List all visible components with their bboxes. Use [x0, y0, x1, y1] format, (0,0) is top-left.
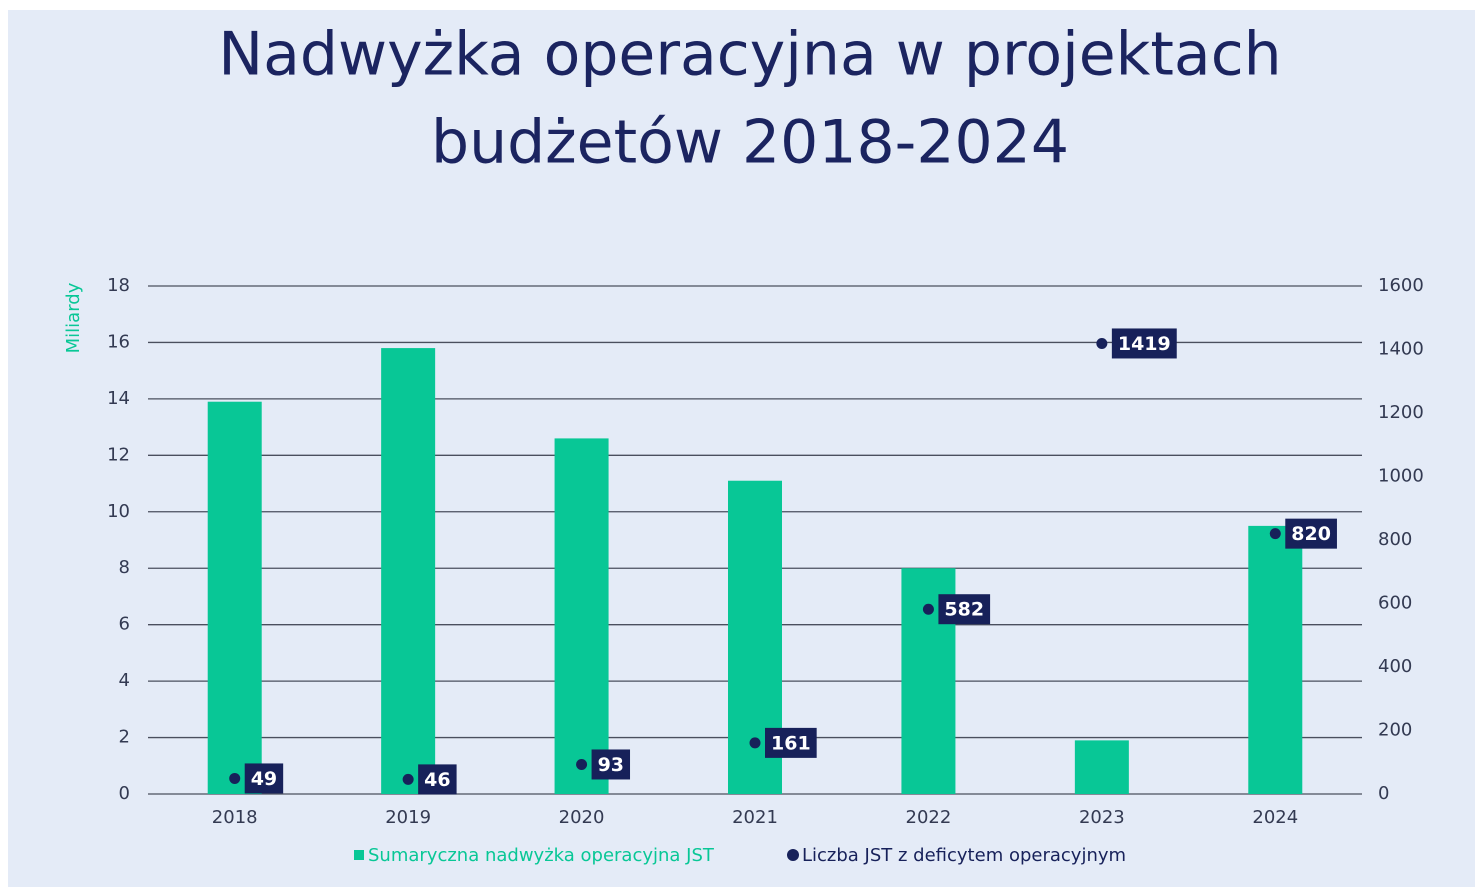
x-tick-label: 2022 — [906, 807, 952, 828]
y-tick-label: 14 — [107, 388, 130, 409]
y2-tick-label: 1600 — [1378, 275, 1424, 296]
y-tick-label: 16 — [107, 331, 130, 352]
data-label: 582 — [944, 599, 984, 621]
y2-tick-label: 1200 — [1378, 402, 1424, 423]
x-tick-label: 2021 — [732, 807, 778, 828]
bar — [1248, 525, 1303, 794]
data-label: 46 — [424, 769, 450, 791]
y2-tick-label: 600 — [1378, 593, 1412, 614]
data-label: 49 — [251, 768, 277, 790]
x-tick-label: 2018 — [212, 807, 258, 828]
y-tick-label: 6 — [119, 614, 130, 635]
data-label: 161 — [771, 732, 811, 754]
point — [576, 758, 588, 770]
data-label-bg — [938, 594, 991, 625]
chart-title: Nadwyżka operacyjna w projektach — [218, 20, 1281, 90]
point — [402, 773, 414, 785]
y-tick-label: 10 — [107, 501, 130, 522]
x-tick-label: 2019 — [385, 807, 431, 828]
y-tick-label: 12 — [107, 444, 130, 465]
data-label-bg — [765, 727, 817, 758]
y-tick-label: 18 — [107, 275, 130, 296]
bar — [1074, 740, 1129, 794]
bar — [207, 401, 262, 794]
data-label-bg — [1111, 328, 1177, 359]
x-tick-label: 2024 — [1252, 807, 1298, 828]
point — [922, 603, 934, 615]
x-tick-label: 2020 — [559, 807, 605, 828]
x-tick-label: 2023 — [1079, 807, 1125, 828]
point — [749, 737, 761, 749]
bar — [381, 348, 436, 794]
data-label-bg — [418, 764, 457, 795]
y2-tick-label: 400 — [1378, 656, 1412, 677]
point — [1096, 337, 1108, 349]
y-tick-label: 0 — [119, 783, 130, 804]
legend-label: Liczba JST z deficytem operacyjnym — [802, 845, 1126, 866]
chart-title: budżetów 2018-2024 — [431, 108, 1069, 178]
y-axis-title: Miliardy — [63, 282, 84, 353]
data-label-bg — [244, 763, 284, 794]
y-tick-label: 2 — [119, 727, 130, 748]
y2-tick-label: 1000 — [1378, 466, 1424, 487]
y-tick-label: 4 — [119, 670, 130, 691]
data-label: 93 — [598, 754, 624, 776]
legend-label: Sumaryczna nadwyżka operacyjna JST — [368, 845, 715, 866]
y-tick-label: 8 — [119, 557, 130, 578]
point — [1269, 528, 1281, 540]
data-label-bg — [591, 749, 631, 780]
legend-swatch — [787, 849, 799, 861]
y2-tick-label: 200 — [1378, 720, 1412, 741]
y2-tick-label: 800 — [1378, 529, 1412, 550]
y2-tick-label: 1400 — [1378, 339, 1424, 360]
bar — [554, 438, 609, 794]
data-label-bg — [1285, 518, 1337, 549]
data-label: 1419 — [1118, 333, 1171, 355]
legend-swatch — [354, 850, 364, 860]
point — [229, 772, 241, 784]
data-label: 820 — [1291, 523, 1331, 545]
y2-tick-label: 0 — [1378, 783, 1389, 804]
